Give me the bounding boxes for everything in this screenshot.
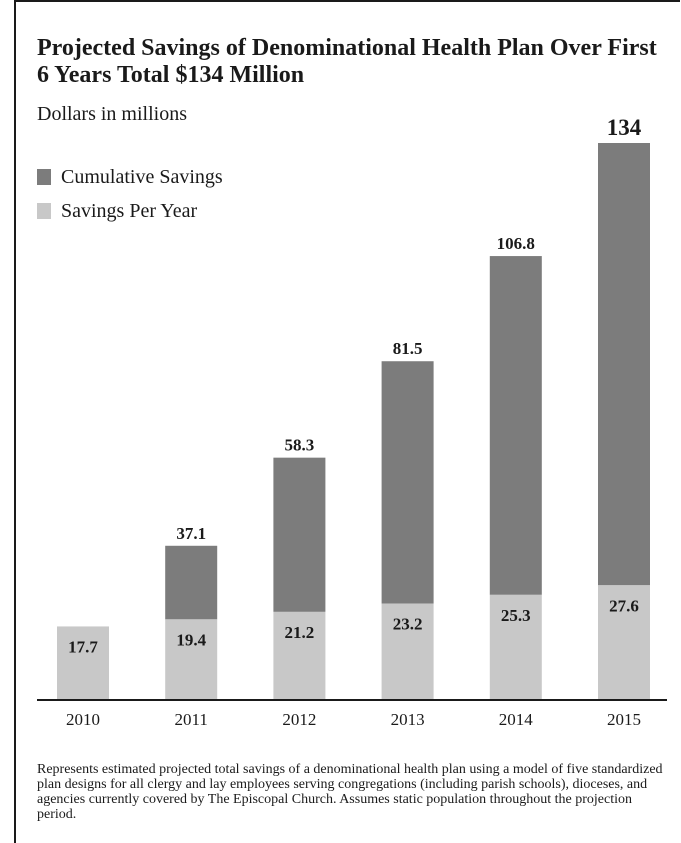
legend-swatch-per-year bbox=[37, 203, 51, 219]
bar-cumulative-2013 bbox=[381, 361, 434, 604]
bar-per-year-2014 bbox=[489, 594, 542, 700]
x-tick-label-2014: 2014 bbox=[499, 710, 534, 729]
legend-label-per-year: Savings Per Year bbox=[61, 199, 198, 222]
x-tick-label-2010: 2010 bbox=[66, 710, 100, 729]
bar-per-year-2012 bbox=[273, 611, 326, 700]
x-tick-label-2012: 2012 bbox=[282, 710, 316, 729]
legend-label-cumulative: Cumulative Savings bbox=[61, 165, 223, 188]
chart-subtitle: Dollars in millions bbox=[37, 103, 187, 125]
data-label-cumulative-2012: 58.3 bbox=[285, 436, 315, 455]
bar-per-year-2015 bbox=[598, 585, 650, 700]
data-label-per-year-2012: 21.2 bbox=[285, 623, 315, 642]
data-label-per-year-2010: 17.7 bbox=[68, 637, 98, 656]
x-tick-label-2013: 2013 bbox=[391, 710, 425, 729]
chart-frame bbox=[14, 0, 680, 843]
bar-cumulative-2015 bbox=[598, 143, 650, 586]
data-label-cumulative-2015: 134 bbox=[607, 115, 642, 140]
data-label-cumulative-2014: 106.8 bbox=[497, 234, 535, 253]
data-label-per-year-2015: 27.6 bbox=[609, 596, 639, 615]
bar-cumulative-2011 bbox=[165, 545, 218, 620]
chart-title: Projected Savings of Denominational Heal… bbox=[37, 35, 657, 88]
bar-per-year-2013 bbox=[381, 603, 434, 700]
data-label-cumulative-2013: 81.5 bbox=[393, 339, 423, 358]
x-tick-label-2015: 2015 bbox=[607, 710, 641, 729]
data-label-per-year-2011: 19.4 bbox=[176, 630, 206, 649]
legend-swatch-cumulative bbox=[37, 169, 51, 185]
legend-item-cumulative: Cumulative Savings bbox=[37, 160, 223, 194]
data-label-per-year-2014: 25.3 bbox=[501, 606, 531, 625]
data-label-cumulative-2011: 37.1 bbox=[176, 524, 206, 543]
bar-per-year-2011 bbox=[165, 619, 218, 700]
legend-item-per-year: Savings Per Year bbox=[37, 194, 223, 228]
footnote: Represents estimated projected total sav… bbox=[37, 762, 663, 822]
data-label-per-year-2013: 23.2 bbox=[393, 615, 423, 634]
x-tick-label-2011: 2011 bbox=[175, 710, 208, 729]
bar-cumulative-2012 bbox=[273, 457, 326, 612]
bar-per-year-2010 bbox=[57, 626, 109, 700]
bar-cumulative-2014 bbox=[489, 256, 542, 595]
legend: Cumulative Savings Savings Per Year bbox=[37, 160, 223, 228]
